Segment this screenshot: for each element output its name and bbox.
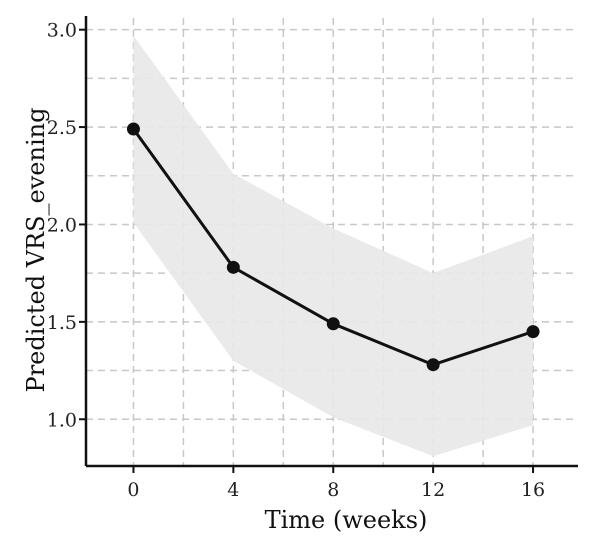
data-points-layer: [126, 122, 540, 372]
confidence-band: [133, 35, 534, 457]
x-axis-title: Time (weeks): [265, 506, 428, 534]
confidence-band-layer: [133, 35, 534, 457]
x-tick-label: 8: [327, 479, 339, 501]
data-point: [426, 358, 440, 372]
data-point: [126, 122, 140, 136]
data-point: [526, 325, 540, 339]
y-tick-label: 1.0: [47, 409, 77, 431]
y-tick-label: 2.5: [47, 117, 77, 139]
x-tick-label: 0: [127, 479, 139, 501]
y-tick-label: 3.0: [47, 20, 77, 42]
x-tick-label: 12: [421, 479, 445, 501]
x-tick-label: 4: [227, 479, 239, 501]
y-tick-label: 2.0: [47, 214, 77, 236]
y-axis-title: Predicted VRS_evening: [22, 108, 50, 393]
x-tick-label: 16: [521, 479, 545, 501]
axes: [84, 16, 578, 468]
y-tick-label: 1.5: [47, 312, 77, 334]
data-point: [226, 260, 240, 274]
data-point: [326, 317, 340, 331]
ticks: 1.0 1.5 2.0 2.5 3.0 0 4 8 12 16: [47, 20, 545, 501]
